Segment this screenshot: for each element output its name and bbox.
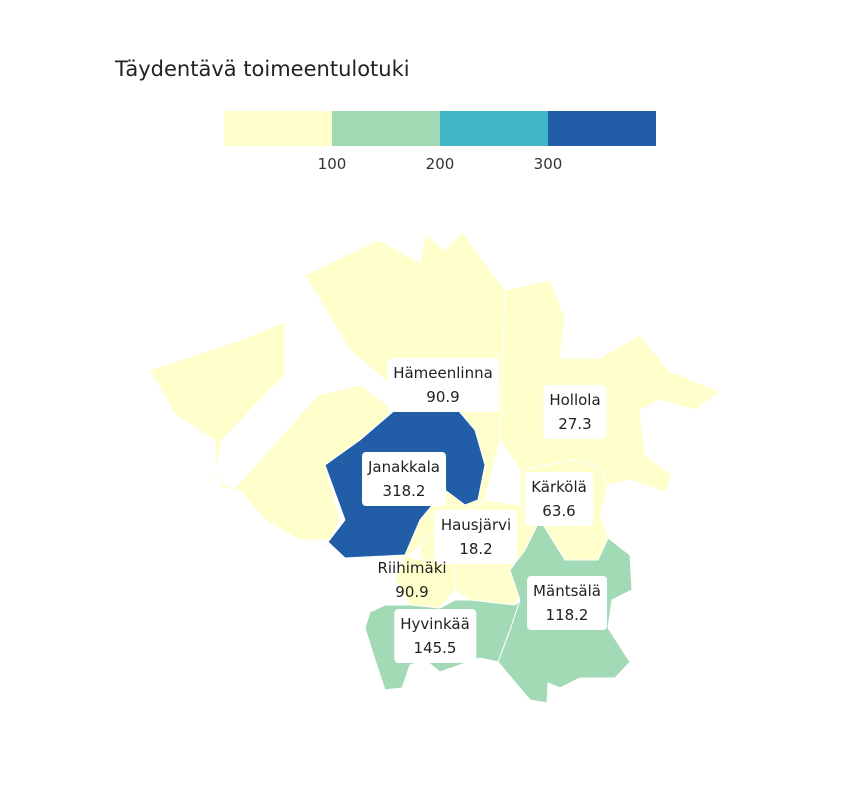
region-label-hyvinkaa: Hyvinkää 145.5	[394, 609, 476, 663]
region-label-riihimaki: Riihimäki 90.9	[371, 553, 452, 607]
region-hollola[interactable]	[499, 279, 721, 493]
legend-swatch-3	[440, 111, 548, 146]
region-value: 27.3	[558, 415, 592, 433]
region-value: 18.2	[459, 540, 493, 558]
region-name: Hausjärvi	[440, 516, 512, 534]
region-value: 118.2	[545, 606, 589, 624]
region-name: Kärkölä	[531, 478, 587, 496]
region-value: 318.2	[382, 482, 426, 500]
region-name: Riihimäki	[377, 559, 447, 577]
region-name: Janakkala	[368, 458, 440, 476]
legend-swatch-1	[224, 111, 332, 146]
region-label-hausjarvi: Hausjärvi 18.2	[434, 510, 518, 564]
region-name: Hyvinkää	[400, 615, 470, 633]
region-label-hollola: Hollola 27.3	[543, 385, 607, 439]
region-label-mantsala: Mäntsälä 118.2	[527, 576, 607, 630]
region-label-hameenlinna: Hämeenlinna 90.9	[387, 358, 499, 412]
region-value: 90.9	[395, 583, 429, 601]
region-name: Hämeenlinna	[393, 364, 493, 382]
region-value: 90.9	[426, 388, 460, 406]
region-name: Mäntsälä	[533, 582, 601, 600]
color-legend	[224, 111, 656, 146]
map-title: Täydentävä toimeentulotuki	[115, 57, 410, 81]
region-value: 63.6	[542, 502, 576, 520]
legend-tick-200: 200	[425, 155, 455, 173]
region-value: 145.5	[413, 639, 457, 657]
legend-swatch-4	[548, 111, 656, 146]
region-name: Hollola	[549, 391, 601, 409]
region-label-janakkala: Janakkala 318.2	[362, 452, 446, 506]
legend-tick-100: 100	[317, 155, 347, 173]
legend-swatch-2	[332, 111, 440, 146]
legend-tick-300: 300	[533, 155, 563, 173]
region-label-karkola: Kärkölä 63.6	[525, 472, 593, 526]
region-riihimaki[interactable]	[394, 554, 456, 609]
